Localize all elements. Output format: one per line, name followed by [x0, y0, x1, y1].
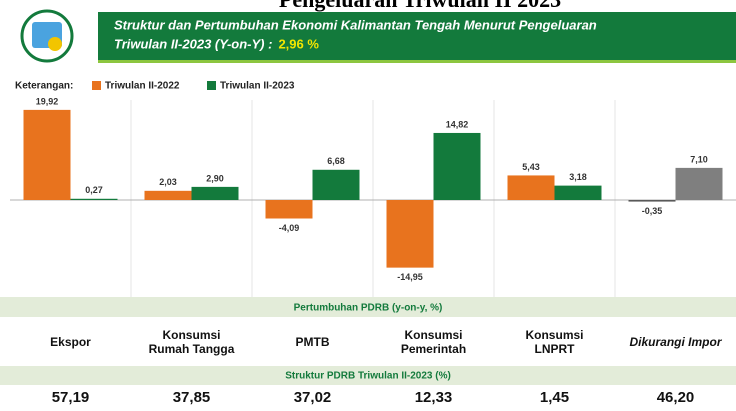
title-highlight: 2,96 % [278, 36, 319, 51]
category-label: PMTB [295, 335, 330, 349]
structure-value: 12,33 [414, 389, 453, 406]
value-label: -0,35 [642, 206, 663, 216]
bar [433, 132, 481, 200]
growth-row-label: Pertumbuhan PDRB (y-on-y, %) [294, 303, 443, 314]
value-label: 19,92 [36, 96, 59, 106]
title-banner [98, 12, 736, 60]
header-title: Pengeluaran Triwulan II 2023 [279, 0, 561, 12]
value-label: 0,27 [85, 185, 103, 195]
value-label: -14,95 [397, 272, 423, 282]
category-label: Dikurangi Impor [629, 335, 722, 349]
category-label: Konsumsi LNPRT [525, 328, 584, 356]
title-line: Triwulan II-2023 (Y-on-Y) : [114, 36, 272, 51]
category-label: Konsumsi Rumah Tangga [148, 328, 235, 356]
category-label: Ekspor [50, 335, 91, 349]
structure-value: 46,20 [656, 389, 695, 406]
logo-lens [48, 37, 62, 51]
value-label: 2,03 [159, 177, 177, 187]
value-label: 14,82 [446, 119, 469, 129]
category-label: Konsumsi Pemerintah [400, 328, 467, 356]
banner-stripe [98, 60, 736, 63]
bar [507, 175, 555, 200]
bar [675, 167, 723, 200]
bar [312, 169, 360, 200]
structure-value: 37,85 [172, 389, 211, 406]
value-label: -4,09 [279, 223, 300, 233]
bar [144, 190, 192, 200]
row-band [0, 366, 736, 385]
value-label: 3,18 [569, 172, 587, 182]
row-band [0, 297, 736, 317]
bar [554, 185, 602, 200]
value-label: 5,43 [522, 162, 540, 172]
bar [386, 200, 434, 268]
title-line: Struktur dan Pertumbuhan Ekonomi Kaliman… [114, 17, 597, 32]
bar [70, 198, 118, 200]
value-label: 2,90 [206, 173, 224, 183]
structure-value: 1,45 [539, 389, 570, 406]
legend-entry: Triwulan II-2023 [220, 81, 295, 92]
legend-entry: Triwulan II-2022 [105, 81, 180, 92]
value-label: 6,68 [327, 156, 345, 166]
value-label: 7,10 [690, 154, 708, 164]
bar [191, 186, 239, 200]
structure-row-label: Struktur PDRB Triwulan II-2023 (%) [285, 371, 451, 382]
bar [265, 200, 313, 219]
legend-swatch [207, 81, 216, 90]
structure-value: 57,19 [51, 389, 90, 406]
structure-value: 37,02 [293, 389, 332, 406]
bar [628, 200, 676, 202]
legend-swatch [92, 81, 101, 90]
bar [23, 109, 71, 200]
legend-label: Keterangan: [15, 81, 73, 92]
